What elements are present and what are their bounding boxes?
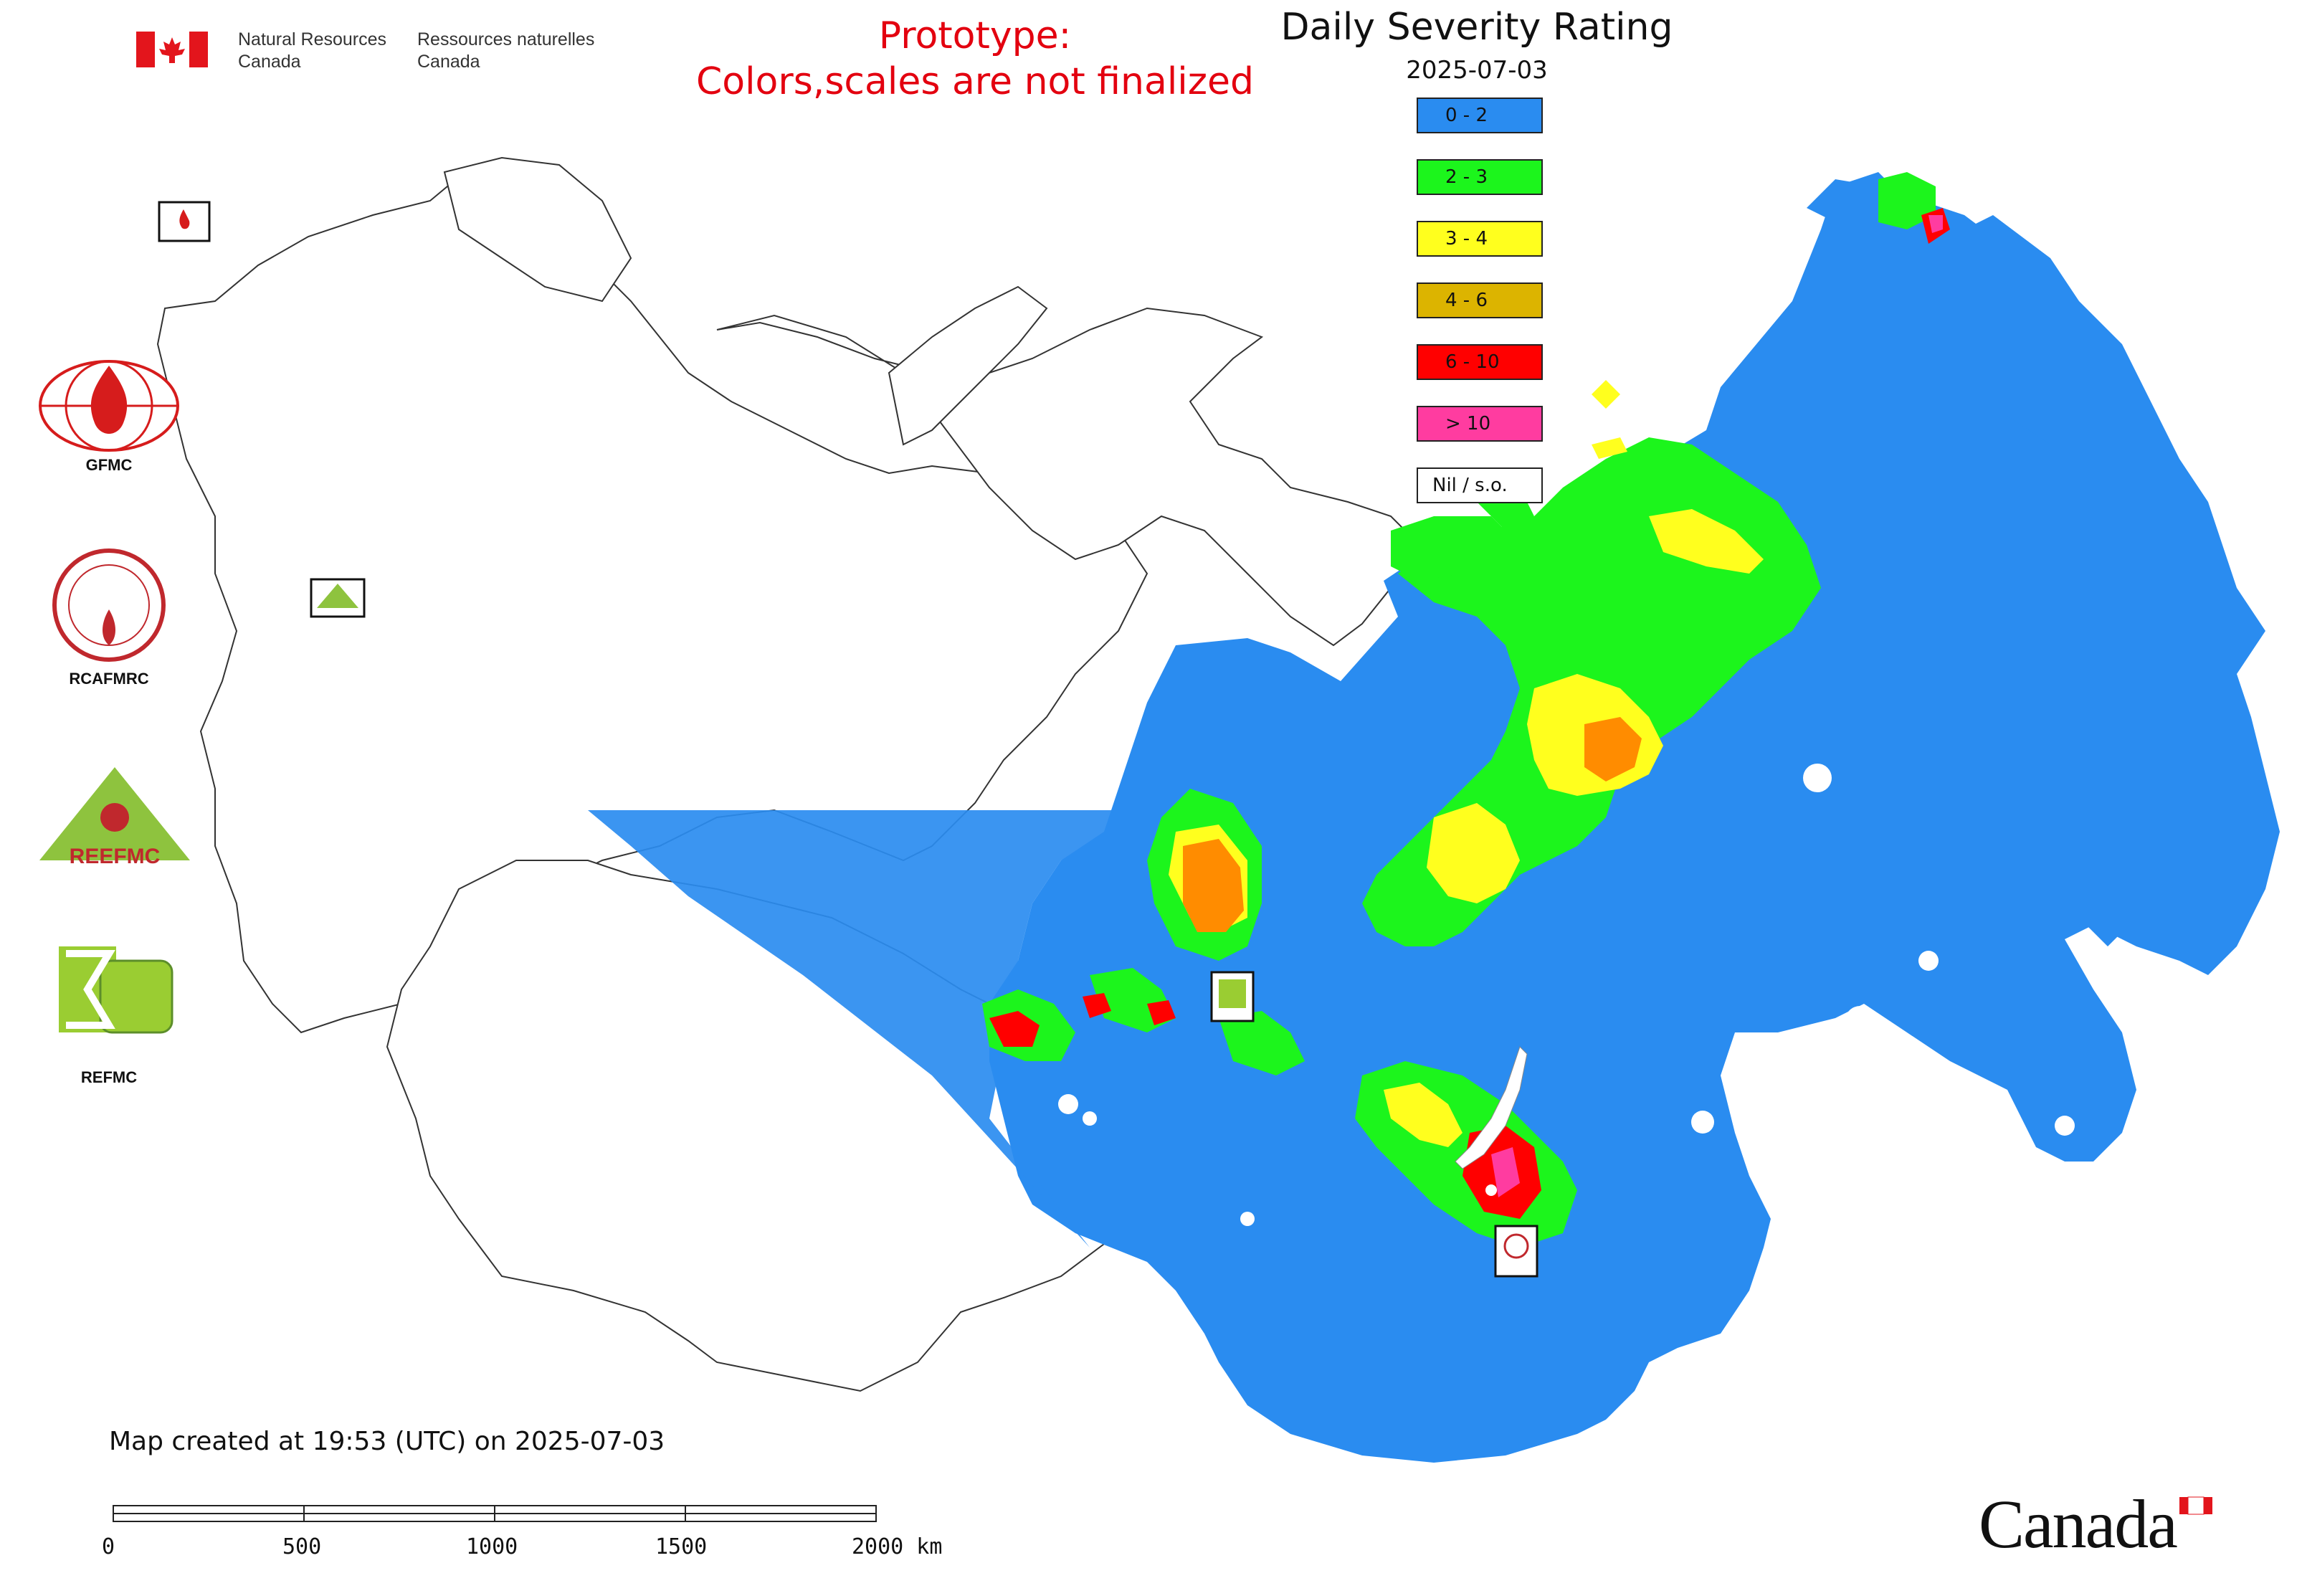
reefmc-flame-base: [100, 803, 129, 832]
kola-outline: [443, 156, 632, 303]
logo-label-reefmc: REEFMC: [69, 845, 161, 868]
legend-item-over-10: > 10: [1417, 406, 1543, 442]
kamchatka-region: [2007, 416, 2194, 674]
yellow-north: [1649, 509, 1764, 574]
marker-rcafmrc-seal: [1503, 1233, 1529, 1259]
map-created-timestamp: Map created at 19:53 (UTC) on 2025-07-03: [109, 1427, 665, 1456]
legend-item-6-10: 6 - 10: [1417, 344, 1543, 380]
hole-3: [1845, 1006, 1876, 1037]
scale-bar: [113, 1505, 877, 1522]
scale-label-2000: 2000 km: [852, 1534, 943, 1559]
hole-4: [1691, 1111, 1714, 1134]
hole-6: [1058, 1094, 1078, 1114]
yellow-islands: [1592, 380, 1627, 459]
green-small-w2: [1219, 1011, 1305, 1075]
red-small-1: [1083, 993, 1111, 1018]
yellow-baikal: [1384, 1083, 1462, 1147]
legend-item-4-6: 4 - 6: [1417, 282, 1543, 318]
hole-8: [1240, 1212, 1255, 1226]
prototype-notice: Prototype: Colors,scales are not finaliz…: [674, 13, 1276, 105]
wordmark-flag-right: [2204, 1497, 2212, 1514]
rcafmrc-logo-icon: [52, 548, 166, 662]
flag-right-bar: [189, 32, 208, 67]
scale-label-500: 500: [282, 1534, 322, 1559]
map-marker-reefmc: [310, 578, 366, 618]
marker-reefmc-triangle: [317, 584, 358, 608]
map-marker-rcafmrc: [1494, 1225, 1538, 1278]
wordmark-flag-icon: [2179, 1496, 2212, 1515]
logo-label-gfmc: GFMC: [85, 456, 133, 474]
wordmark-flag-left: [2179, 1497, 2188, 1514]
severity-orange: [1183, 717, 1642, 932]
prototype-line1: Prototype:: [878, 14, 1072, 57]
yellow-central: [1427, 803, 1520, 903]
reefmc-logo-icon: [39, 767, 190, 860]
maple-leaf-icon: [159, 37, 185, 63]
hole-2: [1918, 951, 1939, 971]
flag-left-bar: [136, 32, 155, 67]
scale-label-1000: 1000: [466, 1534, 518, 1559]
novaya-zemlya-outline: [888, 285, 1048, 446]
legend-item-2-3: 2 - 3: [1417, 159, 1543, 195]
refmc-sigma: [66, 950, 115, 1029]
lake-baikal: [1455, 1046, 1528, 1169]
org-name-en: Natural Resources Canada: [238, 29, 387, 72]
marker-refmc-badge: [1219, 979, 1246, 1008]
gfmc-flame: [90, 366, 128, 434]
logo-label-rcafmrc: RCAFMRC: [69, 670, 149, 688]
canada-wordmark: Canada: [1979, 1486, 2178, 1562]
north-coast-outline: [716, 307, 1421, 647]
hole-1: [1803, 764, 1832, 792]
orange-west: [1183, 839, 1244, 932]
nil-holes: [1058, 764, 2075, 1226]
wordmark-flag-center: [2187, 1496, 2205, 1515]
severity-region: [588, 172, 2280, 1463]
red-small-2: [1147, 1000, 1176, 1025]
logo-label-refmc: REFMC: [80, 1068, 138, 1086]
map-date: 2025-07-03: [1406, 56, 1548, 85]
rcafmrc-flame: [103, 609, 115, 645]
hole-9: [1485, 1184, 1497, 1196]
legend-item-3-4: 3 - 4: [1417, 221, 1543, 257]
west-wedge-region: [588, 810, 1118, 1248]
canada-flag-icon: [136, 32, 208, 67]
legend-item-nil: Nil / s.o.: [1417, 467, 1543, 503]
severity-magenta: [1491, 215, 1943, 1197]
map-marker-refmc: [1210, 971, 1255, 1022]
east-asia-region: [989, 172, 2280, 1463]
org-name-fr: Ressources naturelles Canada: [417, 29, 595, 72]
red-southwest: [989, 1011, 1040, 1047]
marker-gfmc-flame: [179, 209, 190, 229]
map-marker-gfmc: [158, 201, 211, 242]
hole-5: [2055, 1116, 2075, 1136]
scale-label-0: 0: [102, 1534, 115, 1559]
map-title: Daily Severity Rating: [1280, 6, 1673, 49]
refmc-logo-icon: [59, 946, 173, 1034]
hole-7: [1083, 1111, 1097, 1126]
prototype-line2: Colors,scales are not finalized: [695, 60, 1255, 103]
magenta-baikal: [1491, 1147, 1520, 1197]
orange-lena: [1584, 717, 1642, 782]
green-khatanga: [1391, 516, 1520, 581]
refmc-badge: [99, 959, 173, 1034]
legend-item-0-2: 0 - 2: [1417, 98, 1543, 133]
scale-label-1500: 1500: [655, 1534, 708, 1559]
sakhalin-region: [2007, 803, 2122, 946]
gfmc-logo-icon: [39, 360, 179, 452]
magenta-chukotka: [1928, 215, 1943, 233]
